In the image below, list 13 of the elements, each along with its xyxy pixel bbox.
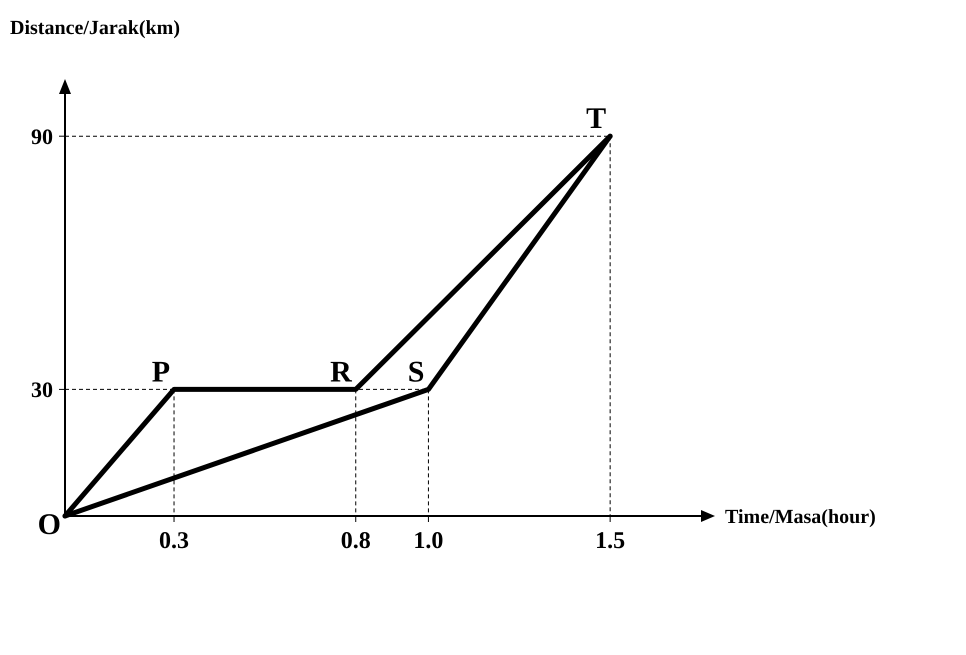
annotation: T [586, 102, 606, 136]
x-tick-label: 0.3 [159, 528, 190, 554]
annotation: P [152, 355, 170, 388]
x-tick-label: 1.0 [413, 528, 444, 554]
y-axis-title: Distance/Jarak(km) [10, 17, 180, 39]
annotation: R [330, 355, 352, 388]
x-tick-label: 0.8 [340, 528, 371, 554]
x-axis-title: Time/Masa(hour) [725, 506, 876, 528]
x-tick-label: 1.5 [595, 528, 626, 554]
y-tick-label: 30 [31, 377, 53, 402]
y-tick-label: 90 [31, 124, 53, 149]
annotation: O [38, 508, 61, 541]
annotation: S [408, 355, 424, 388]
